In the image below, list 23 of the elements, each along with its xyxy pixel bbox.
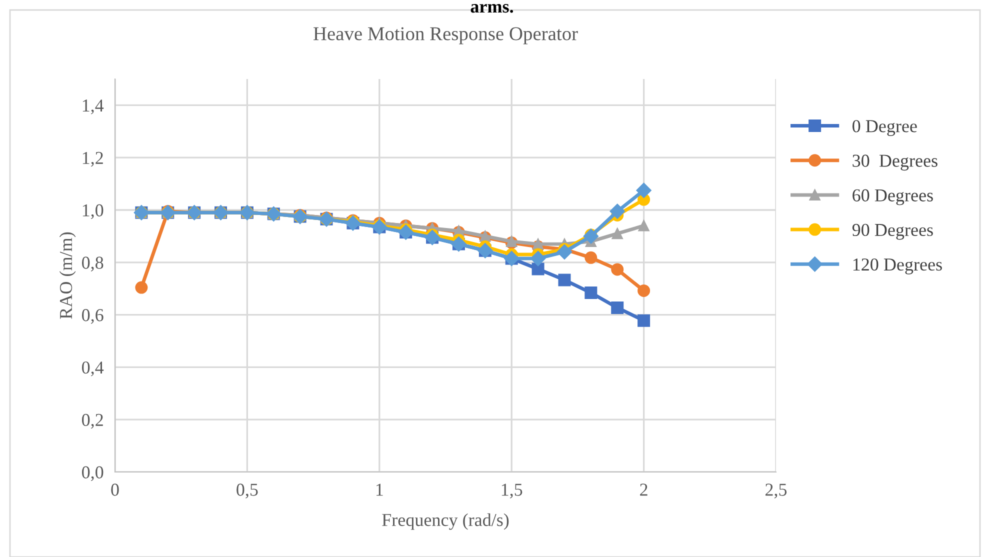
y-tick-label: 1,4 — [82, 100, 104, 114]
y-tick-label: 0,8 — [82, 256, 104, 272]
y-tick-label: 1,0 — [82, 204, 104, 220]
chart-title: Heave Motion Response Operator — [313, 27, 578, 44]
x-tick-label: 0 — [111, 484, 119, 496]
x-tick-label: 1,5 — [502, 484, 522, 498]
legend-label: 90 Degrees — [852, 224, 933, 240]
x-tick-label: 2,5 — [766, 484, 787, 498]
legend-label: 120 Degrees — [853, 258, 942, 274]
y-tick-label: 0,2 — [82, 414, 103, 429]
x-tick-label: 1 — [376, 484, 383, 496]
text: arms. — [470, 4, 514, 13]
y-tick-label: 1,2 — [82, 152, 103, 167]
legend-label: 30 Degrees — [852, 154, 938, 171]
legend-label: 0 Degree — [852, 120, 917, 136]
legend-label: 60 Degrees — [852, 189, 933, 206]
y-tick-label: 0,6 — [82, 309, 104, 324]
x-axis-title: Frequency (rad/s) — [382, 513, 509, 530]
y-axis-title: RAO (m/m) — [59, 232, 76, 319]
x-tick-label: 2 — [640, 484, 648, 496]
x-tick-label: 0,5 — [236, 484, 258, 498]
y-tick-label: 0,0 — [82, 466, 104, 482]
y-tick-label: 0,4 — [82, 361, 104, 376]
